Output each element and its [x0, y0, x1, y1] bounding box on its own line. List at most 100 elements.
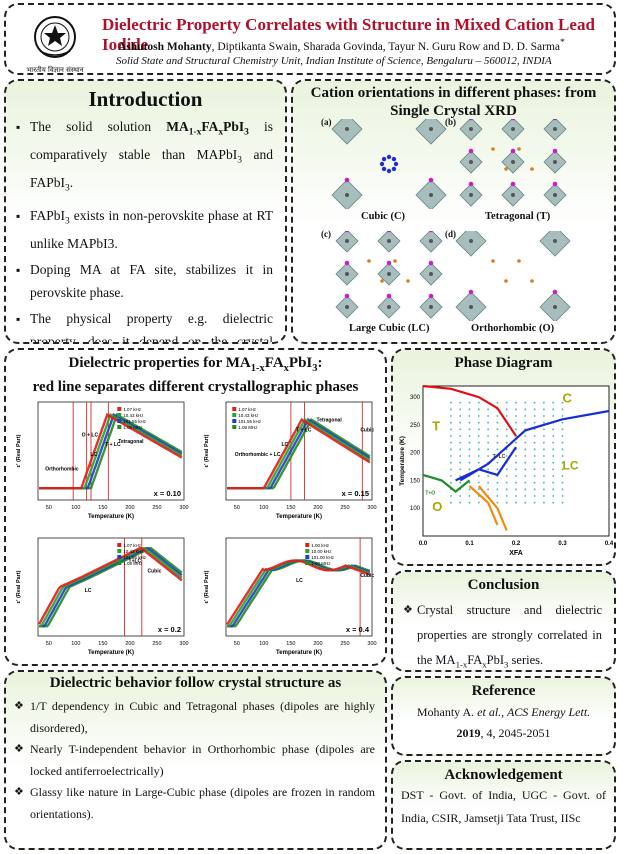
author-star: * [560, 37, 565, 48]
composition-label: x = 0.4 [346, 625, 370, 634]
data-dot [505, 501, 508, 504]
lead-atom [469, 160, 473, 164]
phase-label: T + LC [105, 442, 121, 448]
dielectric-chart: 50 100 150 200 250 300 Temperature (K) ε' (Real… [204, 401, 377, 520]
dielectric-plot-2: 50 100 150 200 250 300 Temperature (K) ε' (Real… [12, 530, 190, 658]
data-dot [496, 468, 499, 471]
crystal-tag: (c) [321, 229, 331, 239]
data-dot [552, 441, 555, 444]
iodine-atom [344, 231, 350, 233]
y-tick-label: 200 [410, 451, 421, 457]
legend-label: 10.43 kHz [238, 413, 259, 418]
data-dot [524, 408, 527, 411]
cation-atom [406, 279, 410, 283]
legend-label: 1.07 kHz [123, 543, 142, 548]
data-dot [543, 448, 545, 451]
frequency-curve [39, 546, 183, 628]
data-dot [515, 428, 517, 431]
ref-year: 2019 [456, 726, 481, 740]
x-tick-label: 300 [367, 505, 376, 511]
phase-label-c: C [563, 391, 573, 406]
data-dot [468, 401, 471, 404]
iodine-atom [428, 293, 434, 299]
data-dot [533, 448, 536, 451]
data-dot [496, 461, 499, 464]
legend-marker [232, 419, 237, 423]
data-dot [477, 435, 480, 437]
data-dot [505, 481, 508, 484]
crystal-structure-figure [455, 231, 571, 321]
conclusion-title: Conclusion [467, 577, 540, 593]
x-tick-label: 0.0 [419, 541, 428, 547]
data-dot [561, 448, 564, 451]
lead-atom [345, 239, 349, 243]
x-axis-label: Temperature (K) [276, 650, 322, 656]
data-dot [533, 421, 536, 424]
intro-bullets: The solid solution MA1-xFAxPbI3 is compa… [6, 116, 285, 342]
x-axis-label: XFA [509, 550, 523, 557]
legend-label: 101.55 kHz [238, 419, 262, 424]
data-dot [468, 421, 471, 424]
crystal-panel-3 [453, 231, 573, 321]
phase-diagram-panel: Phase Diagram C T LC O T+O T+LC 100 150 200 250 30… [391, 348, 616, 566]
data-dot [459, 468, 462, 471]
x-tick-label: 300 [179, 641, 188, 647]
crystal-structure-figure [459, 119, 567, 207]
data-dot [477, 415, 480, 417]
cation-atom [381, 156, 387, 162]
data-dot [496, 441, 499, 444]
lc-boundary-lower [455, 446, 517, 482]
data-dot [496, 448, 499, 451]
data-dot [477, 428, 480, 431]
phase-diagram-title: Phase Diagram [454, 355, 553, 371]
reference-title: Reference [471, 683, 536, 699]
data-dot [533, 441, 536, 444]
data-dot [524, 421, 527, 424]
data-dot [533, 435, 536, 437]
data-dot [505, 468, 508, 471]
data-dot [524, 441, 527, 444]
phase-label-t: T [432, 418, 440, 433]
iodine-atom [428, 177, 434, 183]
x-axis-label: Temperature (K) [276, 514, 322, 520]
octahedron [455, 231, 487, 257]
logo-text: भारतीय विज्ञान संस्थान [26, 66, 84, 74]
data-dot [515, 501, 517, 504]
data-dot [505, 488, 508, 491]
data-dot [487, 415, 489, 417]
lead-atom [553, 305, 557, 309]
iodine-atom [344, 177, 350, 183]
composition-label: x = 0.2 [158, 625, 181, 634]
data-dot [450, 421, 452, 424]
data-dot [552, 495, 555, 497]
data-dot [496, 428, 499, 431]
data-dot [543, 475, 545, 477]
legend-label: 101.55 kHz [123, 419, 147, 424]
legend-marker [117, 407, 122, 411]
data-dot [505, 401, 508, 404]
data-dot [450, 435, 452, 437]
data-dot [543, 401, 545, 404]
data-dot [533, 495, 536, 497]
dielectric-title: Dielectric properties for MA1-xFAxPbI3: [68, 355, 323, 374]
legend-marker [117, 543, 122, 547]
dielectric-plot-0: 50 100 150 200 250 300 Temperature (K) ε' (Real… [12, 394, 190, 522]
introduction-panel: Introduction The solid solution MA1-xFAx… [4, 79, 287, 344]
legend-label: 1.08 MHz [123, 425, 143, 430]
cation-orientation-panel: Cation orientations in different phases:… [291, 79, 616, 344]
phase-label-t-o: T+O [425, 490, 435, 496]
header-box: भारतीय विज्ञान संस्थान Dielectric Proper… [4, 3, 616, 75]
data-dot [496, 435, 499, 437]
iodine-atom [428, 231, 434, 233]
data-dot [533, 488, 536, 491]
behavior-panel: Dielectric behavior follow crystal struc… [4, 670, 387, 850]
frequency-curve [227, 417, 371, 490]
cation-atom [380, 279, 384, 283]
data-dot [515, 468, 517, 471]
y-tick-label: 250 [410, 423, 421, 429]
ref-volume-pages: , 4, 2045-2051 [480, 726, 551, 740]
data-dot [515, 441, 517, 444]
iodine-atom [386, 293, 392, 299]
phase-label: T+LC [129, 559, 142, 565]
data-dot [515, 455, 517, 457]
